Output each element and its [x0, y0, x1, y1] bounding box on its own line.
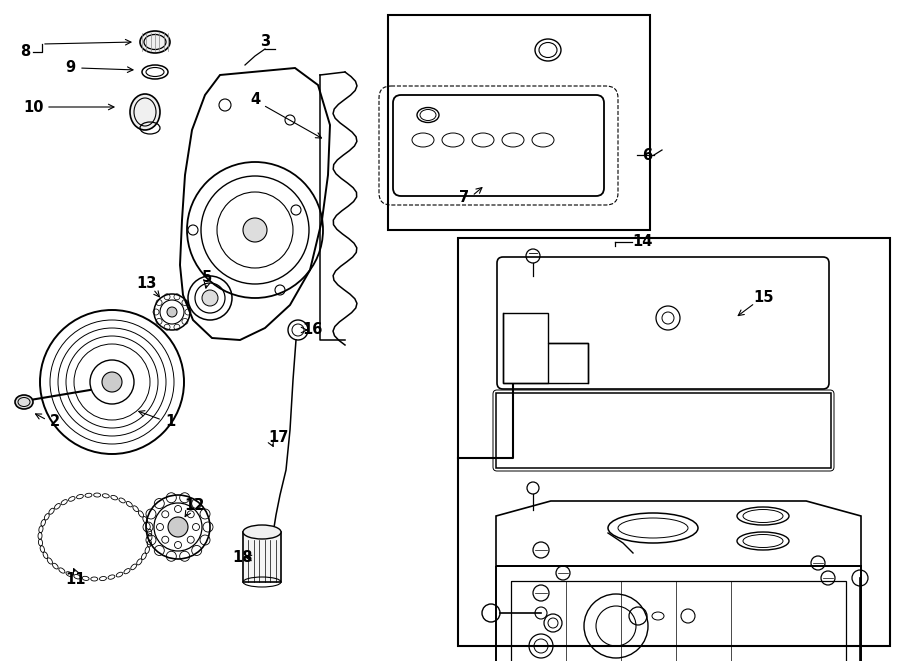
- Circle shape: [175, 541, 182, 549]
- Circle shape: [168, 517, 188, 537]
- Bar: [388, 15, 650, 230]
- Ellipse shape: [140, 31, 170, 53]
- Text: 1: 1: [165, 414, 176, 428]
- Circle shape: [187, 511, 194, 518]
- Circle shape: [167, 307, 177, 317]
- Circle shape: [187, 536, 194, 543]
- Circle shape: [157, 524, 164, 531]
- Circle shape: [102, 372, 122, 392]
- Text: 13: 13: [137, 276, 157, 290]
- Text: 4: 4: [250, 93, 260, 108]
- Text: 10: 10: [23, 100, 44, 114]
- Text: 11: 11: [66, 572, 86, 588]
- Text: 18: 18: [233, 551, 253, 566]
- Text: 6: 6: [642, 147, 652, 163]
- Bar: [511, 581, 846, 661]
- Text: 8: 8: [20, 44, 30, 59]
- Text: 14: 14: [632, 235, 652, 249]
- Bar: [243, 532, 281, 582]
- Circle shape: [193, 524, 200, 531]
- Text: 7: 7: [459, 190, 469, 206]
- Circle shape: [202, 290, 218, 306]
- Polygon shape: [503, 313, 588, 383]
- Bar: [496, 566, 861, 661]
- Bar: [496, 393, 831, 468]
- Ellipse shape: [243, 525, 281, 539]
- Ellipse shape: [15, 395, 33, 409]
- Text: 12: 12: [184, 498, 204, 514]
- Text: 2: 2: [50, 414, 60, 430]
- Text: 17: 17: [268, 430, 288, 446]
- Text: 15: 15: [754, 290, 774, 305]
- Text: 5: 5: [202, 270, 212, 284]
- Text: 9: 9: [65, 61, 75, 75]
- Text: 3: 3: [260, 34, 270, 50]
- Circle shape: [162, 511, 169, 518]
- Ellipse shape: [130, 94, 160, 130]
- Bar: [458, 238, 890, 646]
- Circle shape: [175, 506, 182, 512]
- Circle shape: [243, 218, 267, 242]
- Text: 16: 16: [302, 323, 322, 338]
- Circle shape: [162, 536, 169, 543]
